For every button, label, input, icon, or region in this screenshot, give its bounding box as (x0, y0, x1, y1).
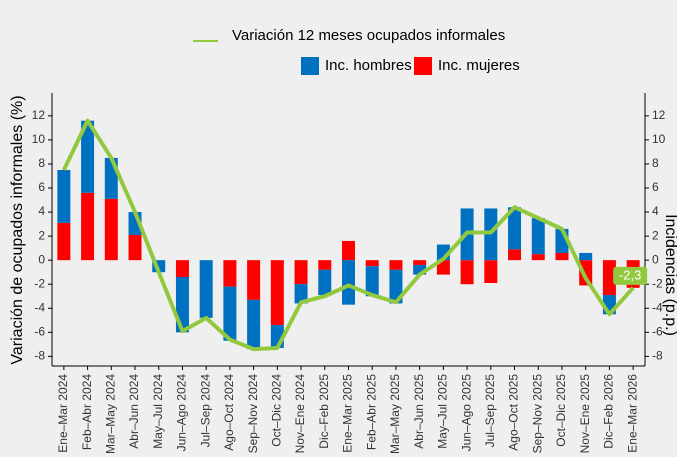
bar (270, 260, 284, 326)
bar (579, 252, 593, 261)
x-tick-label: Ene–Mar 2025 (341, 374, 355, 453)
x-tick-label: Feb–Abr 2025 (364, 374, 378, 450)
x-tick-label: Jul–Sep 2024 (198, 374, 212, 448)
y-tick-label: 4 (38, 204, 45, 218)
bar (175, 260, 189, 278)
bar (579, 260, 593, 286)
bar (531, 218, 545, 255)
y2-tick-label: -6 (652, 324, 663, 338)
y-tick-label: 0 (38, 252, 45, 266)
x-tick-label: Mar–May 2024 (103, 374, 117, 454)
bar (460, 260, 474, 285)
bar (318, 269, 332, 296)
y2-tick-label: -8 (652, 349, 663, 363)
y2-tick-label: 12 (652, 108, 666, 122)
bar (223, 286, 237, 341)
bar (365, 260, 379, 267)
y-tick-label: -6 (34, 324, 45, 338)
bar (57, 169, 71, 223)
bar (342, 240, 355, 261)
x-tick-label: May–Jul 2024 (151, 374, 165, 449)
x-tick-label: Sep–Nov 2024 (246, 374, 260, 454)
x-tick-label: Abr–Jun 2025 (412, 374, 426, 449)
x-tick-label: Nov–Ene 2025 (578, 374, 592, 454)
y2-axis-title: Incidencias (p.p.) (662, 214, 677, 336)
y-tick-label: 8 (38, 156, 45, 170)
x-tick-label: Oct–Dic 2025 (554, 374, 568, 447)
y2-tick-label: 6 (652, 180, 659, 194)
x-tick-label: Abr–Jun 2024 (127, 374, 141, 449)
y-tick-label: -8 (34, 349, 45, 363)
x-tick-label: Ago–Oct 2025 (507, 374, 521, 451)
bar (318, 260, 332, 270)
bar (81, 192, 95, 261)
y2-tick-label: -2 (652, 276, 663, 290)
y-tick-label: 10 (32, 132, 46, 146)
bar (247, 260, 261, 300)
x-tick-label: Feb–Abr 2024 (80, 374, 94, 450)
bar (389, 269, 403, 304)
bar (436, 260, 450, 275)
y2-tick-label: 10 (652, 132, 666, 146)
y-tick-label: 12 (32, 108, 46, 122)
x-tick-label: Oct–Dic 2024 (270, 374, 284, 447)
legend-swatch (414, 57, 432, 75)
line (62, 118, 635, 352)
bar (247, 299, 261, 350)
bar (128, 234, 142, 261)
bar (555, 252, 569, 261)
x-tick-label: Ene–Mar 2024 (56, 374, 70, 453)
legend-label: Variación 12 meses ocupados informales (232, 27, 505, 44)
data-label-box (613, 266, 648, 285)
bar (81, 120, 95, 193)
bar (104, 198, 118, 261)
bar (508, 207, 522, 250)
bar (602, 260, 616, 296)
x-tick-label: Jun–Ago 2024 (175, 374, 189, 452)
x-tick-label: Ago–Oct 2024 (222, 374, 236, 451)
bar (294, 260, 308, 285)
x-tick-label: Dic–Feb 2026 (602, 374, 616, 449)
y-tick-label: 6 (38, 180, 45, 194)
bar (223, 260, 237, 287)
x-tick-label: Dic–Feb 2025 (317, 374, 331, 449)
x-tick-label: Ene–Mar 2026 (625, 374, 639, 453)
x-tick-label: Jun–Ago 2025 (459, 374, 473, 452)
x-tick-label: Nov–Ene 2024 (293, 374, 307, 454)
legend-label: Inc. mujeres (438, 57, 520, 74)
x-tick-label: Jul–Sep 2025 (483, 374, 497, 448)
y-tick-label: 2 (38, 228, 45, 242)
bar (413, 264, 427, 275)
bar (57, 222, 71, 261)
y2-tick-label: -4 (652, 300, 663, 314)
y-axis-title: Variación de ocupados informales (%) (9, 95, 26, 364)
y2-tick-label: 0 (652, 252, 659, 266)
bar (508, 249, 522, 261)
y2-tick-label: 8 (652, 156, 659, 170)
data-label: -2,3 (619, 267, 641, 282)
y-tick-label: -4 (34, 300, 45, 314)
bar (294, 284, 308, 304)
y-tick-label: -2 (34, 276, 45, 290)
legend-swatch (301, 57, 319, 75)
bar (484, 260, 498, 284)
x-tick-label: May–Jul 2025 (436, 374, 450, 449)
legend-label: Inc. hombres (325, 57, 412, 74)
x-tick-label: Mar–May 2025 (388, 374, 402, 454)
bar (389, 260, 403, 270)
y2-tick-label: 2 (652, 228, 659, 242)
x-tick-label: Sep–Nov 2025 (530, 374, 544, 454)
y2-tick-label: 4 (652, 204, 659, 218)
bar (413, 260, 427, 265)
bar (531, 254, 545, 261)
bar (342, 260, 355, 305)
bar (365, 266, 379, 297)
bar (199, 260, 213, 318)
